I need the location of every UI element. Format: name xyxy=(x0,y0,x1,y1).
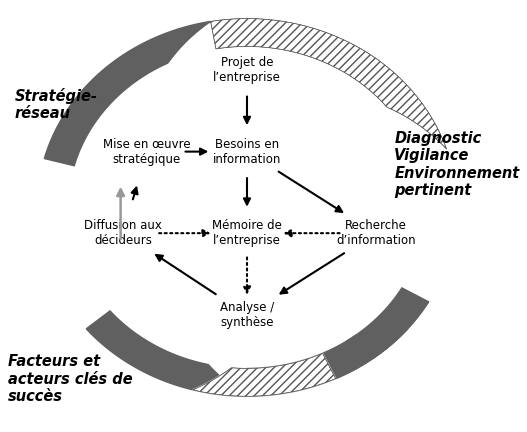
Polygon shape xyxy=(44,22,211,166)
Text: Diffusion aux
décideurs: Diffusion aux décideurs xyxy=(84,219,162,247)
Polygon shape xyxy=(336,288,428,378)
Text: Recherche
d’information: Recherche d’information xyxy=(336,219,416,247)
Text: Diagnostic
Vigilance
Environnement
pertinent: Diagnostic Vigilance Environnement perti… xyxy=(394,131,520,198)
Text: Mise en œuvre
stratégique: Mise en œuvre stratégique xyxy=(103,138,191,165)
Text: Besoins en
information: Besoins en information xyxy=(213,138,281,165)
Polygon shape xyxy=(193,353,336,396)
Text: Projet de
l’entreprise: Projet de l’entreprise xyxy=(213,56,281,84)
Text: Facteurs et
acteurs clés de
succès: Facteurs et acteurs clés de succès xyxy=(8,354,133,404)
Text: Mémoire de
l’entreprise: Mémoire de l’entreprise xyxy=(212,219,282,247)
Polygon shape xyxy=(211,19,446,149)
Text: Analyse /
synthèse: Analyse / synthèse xyxy=(220,301,274,329)
Text: Stratégie-
réseau: Stratégie- réseau xyxy=(15,88,97,121)
Polygon shape xyxy=(247,329,408,396)
Polygon shape xyxy=(86,311,247,396)
